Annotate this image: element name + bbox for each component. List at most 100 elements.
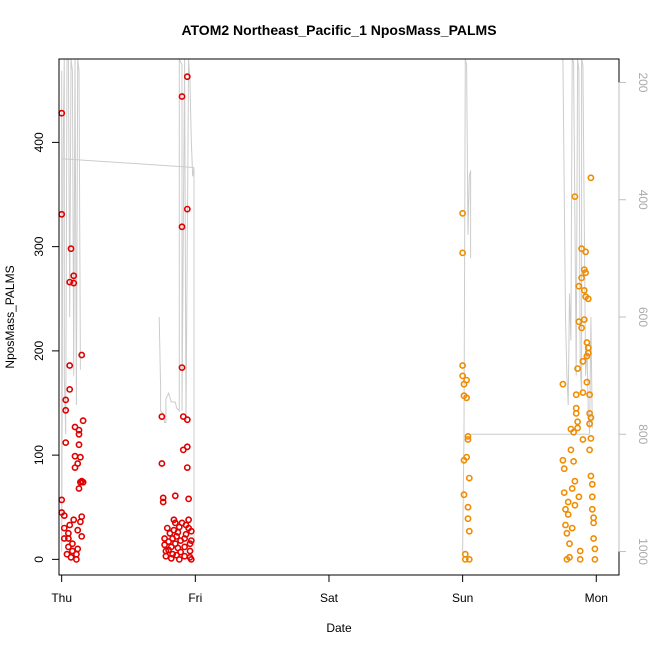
data-point <box>583 378 591 386</box>
data-point <box>590 535 597 542</box>
data-point <box>564 498 572 506</box>
data-point <box>463 394 470 402</box>
data-point <box>158 413 166 420</box>
y-tick-label: 100 <box>32 445 46 465</box>
data-point <box>560 489 568 496</box>
data-point <box>79 417 87 425</box>
data-point <box>182 530 190 538</box>
data-point <box>464 432 472 440</box>
data-point <box>75 485 83 492</box>
data-point <box>570 457 577 465</box>
data-point <box>178 93 186 100</box>
x-tick-label: Fri <box>188 591 202 605</box>
data-point <box>591 545 599 553</box>
data-point <box>579 357 587 365</box>
altitude-trace-segment-0 <box>61 59 81 552</box>
data-point <box>580 316 588 323</box>
data-point <box>587 472 595 480</box>
altitude-trace-segment-1 <box>61 158 195 168</box>
data-point <box>174 528 182 536</box>
data-point <box>579 389 587 396</box>
data-point <box>183 416 191 424</box>
x-tick-label: Mon <box>585 591 608 605</box>
data-point <box>572 409 580 417</box>
data-points <box>58 73 599 563</box>
data-point <box>65 529 72 537</box>
data-point <box>583 339 591 346</box>
data-point <box>60 524 68 532</box>
data-point <box>459 362 466 369</box>
data-point <box>465 556 473 563</box>
data-point <box>77 453 84 461</box>
data-point <box>588 493 596 501</box>
altitude-trace-segment-3 <box>462 59 472 552</box>
data-point <box>574 418 581 426</box>
data-point <box>587 174 595 182</box>
data-point <box>74 545 82 553</box>
data-point <box>587 414 595 421</box>
data-point <box>187 537 195 544</box>
data-point <box>178 223 186 231</box>
altitude-trace <box>61 59 593 552</box>
data-point <box>179 413 187 420</box>
data-point <box>464 436 472 443</box>
data-point <box>465 474 473 482</box>
y-tick-label: 400 <box>32 132 46 152</box>
data-point <box>185 495 192 503</box>
y-tick-label: 300 <box>32 236 46 256</box>
data-point <box>563 529 571 537</box>
data-point <box>66 521 74 529</box>
data-point <box>62 439 70 446</box>
data-point <box>175 556 183 563</box>
data-point <box>562 505 569 513</box>
y-tick-label: 200 <box>32 341 46 361</box>
data-point <box>70 279 78 287</box>
data-point <box>78 351 86 359</box>
data-point <box>464 515 472 523</box>
data-point <box>568 485 576 492</box>
plot-area <box>58 58 620 576</box>
chart-title: ATOM2 Northeast_Pacific_1 NposMass_PALMS <box>181 22 496 38</box>
right-tick-label: 1000 <box>636 538 650 565</box>
data-point <box>574 365 581 372</box>
data-point <box>559 380 567 388</box>
x-axis: Thu Fri Sat Sun Mon <box>51 574 608 605</box>
data-point <box>590 519 597 527</box>
data-point <box>586 391 593 399</box>
data-point <box>169 550 176 558</box>
data-point <box>559 456 567 464</box>
data-point <box>79 478 87 486</box>
data-point <box>71 423 79 431</box>
data-point <box>464 503 472 511</box>
data-point <box>74 526 82 534</box>
data-point <box>167 543 175 551</box>
data-point <box>162 552 170 560</box>
data-point <box>567 446 575 454</box>
data-point <box>60 512 68 519</box>
right-tick-label: 200 <box>636 72 650 92</box>
data-point <box>75 430 83 438</box>
data-point <box>179 446 187 454</box>
data-point <box>171 492 179 500</box>
data-point <box>459 372 466 380</box>
data-point <box>70 272 78 280</box>
data-point <box>582 269 589 277</box>
data-point <box>570 428 577 436</box>
data-point <box>181 552 188 560</box>
data-point <box>161 541 168 549</box>
y-axis-label: NposMass_PALMS <box>3 265 17 368</box>
data-point <box>74 460 82 467</box>
data-point <box>71 452 79 460</box>
data-point <box>66 362 74 369</box>
right-axis: 200 400 600 800 1000 <box>618 72 650 565</box>
x-tick-label: Sun <box>452 591 473 605</box>
data-point <box>459 249 466 257</box>
data-point <box>562 521 569 529</box>
data-point <box>463 376 470 384</box>
data-point <box>187 556 195 563</box>
data-point <box>163 524 171 532</box>
x-tick-label: Thu <box>51 591 72 605</box>
data-point <box>177 548 184 556</box>
data-point <box>560 465 568 473</box>
